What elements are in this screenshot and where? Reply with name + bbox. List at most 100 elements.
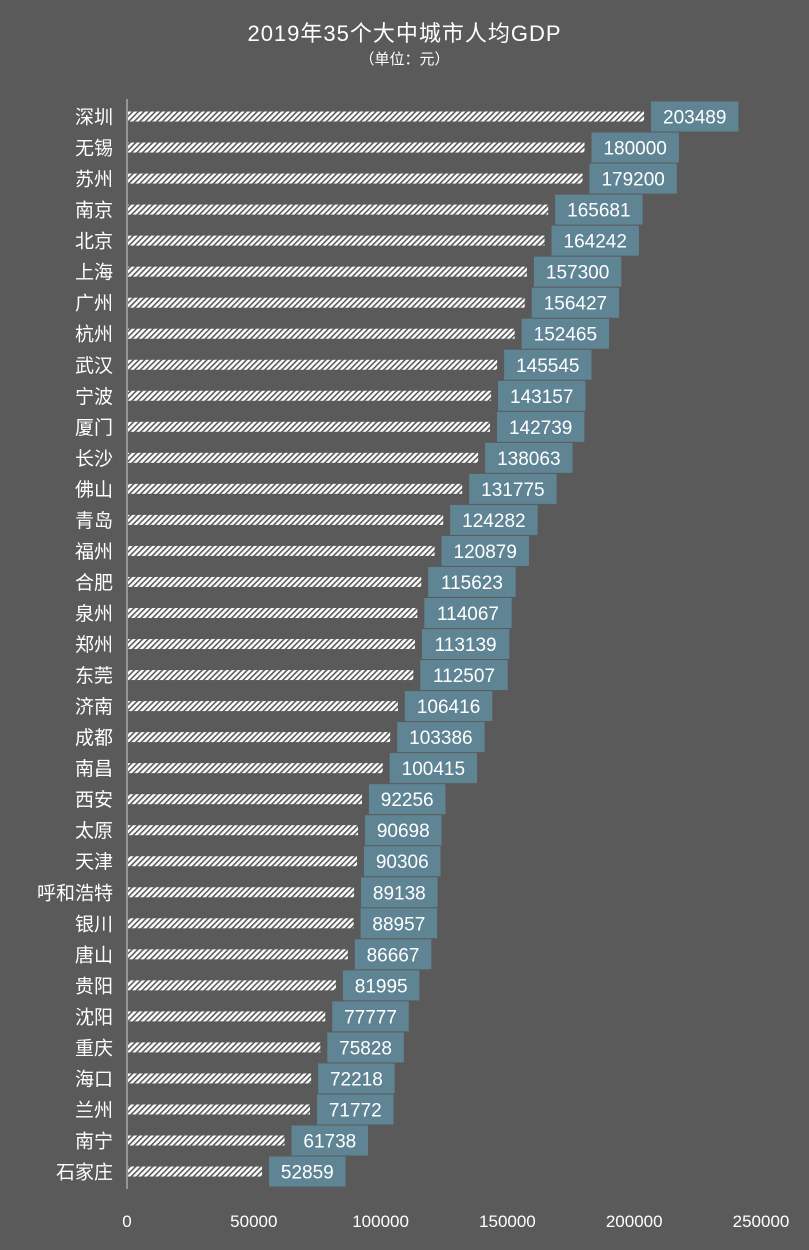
category-label: 石家庄 — [56, 1162, 113, 1184]
data-label: 157300 — [546, 263, 609, 284]
data-label-box — [485, 442, 573, 473]
category-label: 福州 — [75, 541, 113, 563]
data-label-box — [317, 1094, 394, 1125]
x-tick-label: 150000 — [479, 1212, 536, 1231]
category-label: 宁波 — [75, 386, 113, 408]
data-label-box — [424, 597, 512, 628]
bar — [128, 483, 463, 494]
data-label-box — [354, 939, 432, 970]
data-label-box — [364, 846, 441, 877]
data-label: 77777 — [344, 1007, 397, 1028]
data-label-box — [651, 101, 739, 132]
chart-title: 2019年35个大中城市人均GDP — [247, 21, 562, 46]
bar — [128, 1135, 285, 1146]
category-label: 无锡 — [75, 138, 113, 160]
category-label: 长沙 — [75, 448, 113, 470]
data-label-box — [498, 380, 586, 411]
data-label: 180000 — [603, 139, 666, 160]
data-label: 138063 — [497, 449, 560, 470]
bar — [128, 887, 355, 898]
bar — [128, 732, 391, 743]
category-label: 重庆 — [75, 1037, 113, 1059]
x-tick-label: 250000 — [733, 1212, 790, 1231]
data-label: 90698 — [377, 821, 430, 842]
data-label: 156427 — [544, 294, 607, 315]
category-label: 苏州 — [75, 169, 113, 191]
bar — [128, 1073, 312, 1084]
bar — [128, 111, 645, 122]
category-label: 成都 — [75, 727, 113, 749]
category-label: 郑州 — [75, 634, 113, 656]
data-label: 52859 — [281, 1163, 334, 1184]
data-label-box — [361, 877, 438, 908]
data-label: 81995 — [355, 976, 408, 997]
bar — [128, 1042, 321, 1053]
bar — [128, 980, 336, 991]
bar — [128, 763, 383, 774]
bar — [128, 1104, 311, 1115]
data-label-box — [551, 225, 639, 256]
data-label-box — [365, 815, 442, 846]
data-label-box — [368, 784, 446, 815]
data-label-box — [428, 566, 516, 597]
data-label: 115623 — [441, 573, 503, 594]
x-tick-label: 200000 — [606, 1212, 663, 1231]
category-label: 贵阳 — [75, 975, 113, 997]
data-label: 88957 — [372, 914, 425, 935]
data-label: 142739 — [509, 418, 572, 439]
category-label: 厦门 — [75, 417, 113, 439]
category-label: 太原 — [75, 820, 113, 842]
data-label: 92256 — [381, 790, 434, 811]
category-label: 兰州 — [75, 1099, 113, 1121]
data-label: 61738 — [303, 1132, 356, 1153]
data-label: 103386 — [409, 728, 472, 749]
data-label: 152465 — [534, 325, 597, 346]
bar — [128, 328, 515, 339]
bar — [128, 266, 527, 277]
category-label: 青岛 — [75, 510, 113, 532]
bar — [128, 545, 435, 556]
data-label-box — [589, 163, 677, 194]
data-label: 131775 — [481, 480, 544, 501]
category-label: 杭州 — [75, 324, 113, 346]
category-label: 呼和浩特 — [37, 882, 113, 904]
bar — [128, 142, 585, 153]
category-label: 深圳 — [75, 107, 113, 129]
bar — [128, 421, 490, 432]
data-label-box — [469, 473, 557, 504]
bar — [128, 825, 359, 836]
data-label-box — [421, 629, 510, 660]
data-label: 75828 — [339, 1038, 392, 1059]
data-label: 90306 — [376, 852, 429, 873]
data-label: 124282 — [462, 511, 525, 532]
data-label: 143157 — [510, 387, 573, 408]
data-label-box — [360, 908, 438, 939]
bar — [128, 607, 418, 618]
data-label-box — [291, 1125, 369, 1156]
data-label: 86667 — [367, 945, 420, 966]
data-label-box — [555, 194, 643, 225]
bar — [128, 576, 422, 587]
data-label: 112507 — [433, 666, 495, 687]
category-label: 东莞 — [75, 665, 113, 687]
bar — [128, 639, 415, 650]
data-label-box — [450, 504, 538, 535]
x-tick-label: 50000 — [230, 1212, 277, 1231]
category-label: 合肥 — [75, 572, 113, 594]
bar — [128, 701, 398, 712]
data-label-box — [441, 535, 529, 566]
data-label-box — [397, 722, 485, 753]
data-label: 165681 — [567, 201, 630, 222]
data-label-box — [342, 970, 420, 1001]
data-label-box — [404, 691, 493, 722]
bar — [128, 297, 525, 308]
data-label-box — [332, 1001, 409, 1032]
category-label: 上海 — [75, 262, 113, 284]
x-tick-label: 0 — [122, 1212, 131, 1231]
category-label: 海口 — [75, 1068, 113, 1090]
category-label: 济南 — [75, 696, 113, 718]
data-label-box — [531, 287, 620, 318]
category-label: 北京 — [75, 231, 113, 253]
x-tick-label: 100000 — [352, 1212, 409, 1231]
